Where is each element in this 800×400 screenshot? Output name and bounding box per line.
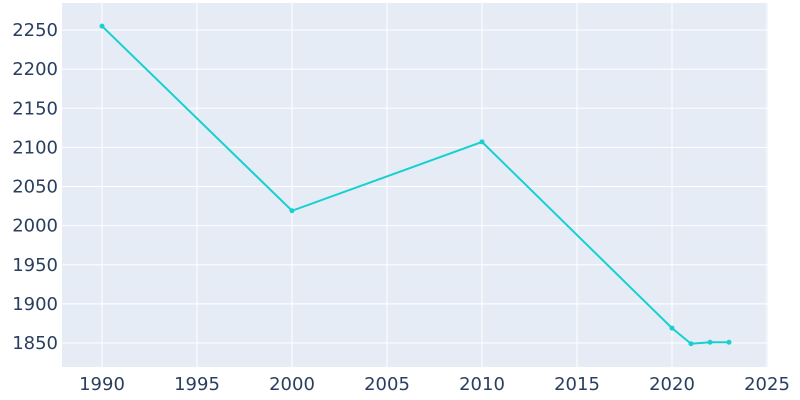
x-tick-label: 2005 <box>364 374 410 395</box>
data-point <box>707 339 713 345</box>
y-tick-label: 2150 <box>12 98 58 119</box>
data-point <box>669 325 675 331</box>
y-axis-ticks: 1850 1900 1950 2000 2050 2100 2150 2200 2250 <box>12 20 58 354</box>
y-tick-label: 1950 <box>12 255 58 276</box>
y-tick-label: 2200 <box>12 59 58 80</box>
x-tick-label: 2025 <box>744 374 790 395</box>
data-point <box>726 339 732 345</box>
plot-background <box>62 3 768 367</box>
data-point <box>479 139 485 145</box>
y-tick-label: 1900 <box>12 294 58 315</box>
x-tick-label: 2000 <box>269 374 315 395</box>
x-tick-label: 2015 <box>554 374 600 395</box>
data-point <box>99 23 105 29</box>
x-tick-label: 1995 <box>174 374 220 395</box>
y-tick-label: 2000 <box>12 216 58 237</box>
series-points <box>99 23 732 347</box>
y-tick-label: 2050 <box>12 177 58 198</box>
data-point <box>289 208 295 214</box>
x-tick-label: 2020 <box>649 374 695 395</box>
data-point <box>688 341 694 347</box>
x-tick-label: 2010 <box>459 374 505 395</box>
y-tick-label: 2250 <box>12 20 58 41</box>
y-tick-label: 2100 <box>12 137 58 158</box>
grid <box>62 3 768 367</box>
x-axis-ticks: 1990 1995 2000 2005 2010 2015 2020 2025 <box>79 374 790 395</box>
x-tick-label: 1990 <box>79 374 125 395</box>
y-tick-label: 1850 <box>12 333 58 354</box>
